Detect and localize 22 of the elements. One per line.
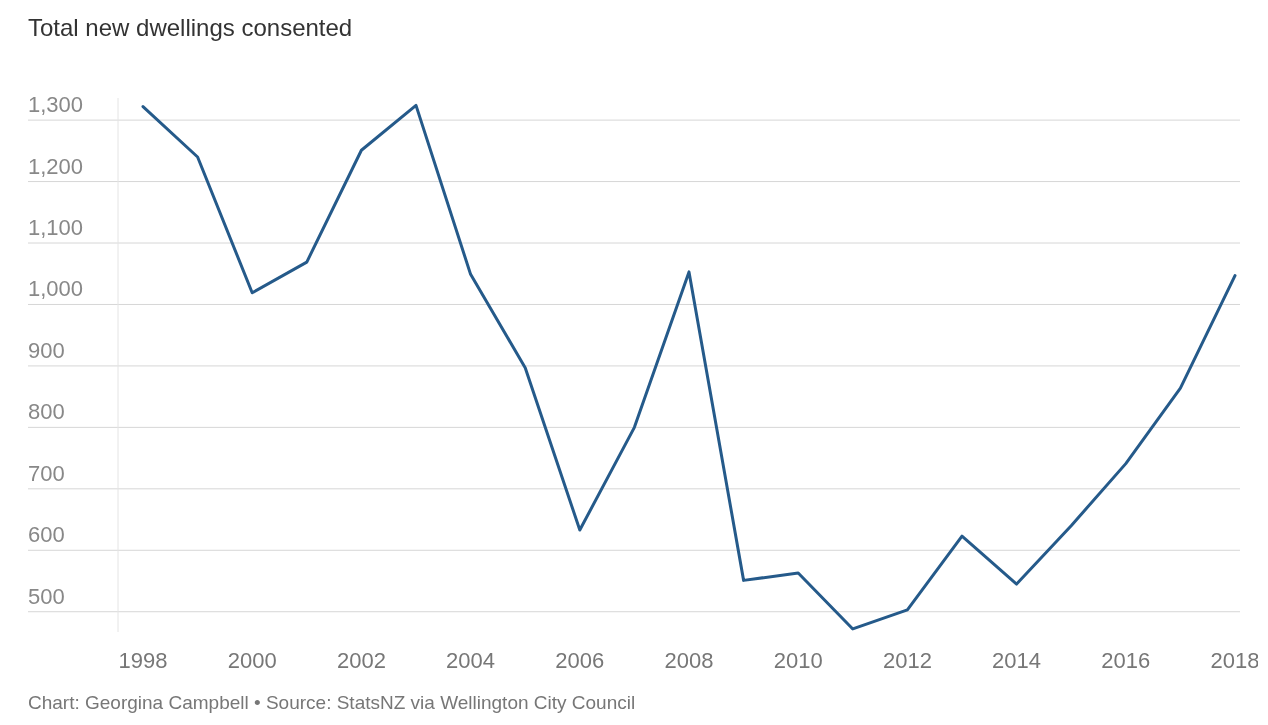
y-tick-label: 1,200 [28,153,84,179]
y-tick-label: 600 [28,522,65,548]
x-tick-label: 1998 [118,648,168,673]
x-tick-label: 2012 [882,648,932,673]
x-tick-label: 2010 [773,648,823,673]
x-tick-label: 2006 [555,648,605,673]
y-tick-label: 900 [28,337,65,363]
y-tick-label: 1,300 [28,92,84,118]
y-tick-label: 700 [28,460,65,486]
x-tick-label: 2008 [664,648,714,673]
x-tick-label: 2016 [1101,648,1151,673]
y-tick-label: 500 [28,583,65,609]
y-tick-label: 800 [28,399,65,425]
x-tick-label: 2014 [992,648,1042,673]
x-tick-label: 2018 [1210,648,1260,673]
y-tick-label: 1,000 [28,276,84,302]
x-tick-label: 2000 [227,648,277,673]
x-tick-label: 2004 [446,648,496,673]
x-tick-label: 2002 [336,648,386,673]
y-tick-label: 1,100 [28,215,84,241]
chart-title: Total new dwellings consented [28,14,353,41]
text: Chart: Georgina Campbell • Source: StatsNZ via Wellington City Council [28,692,636,713]
